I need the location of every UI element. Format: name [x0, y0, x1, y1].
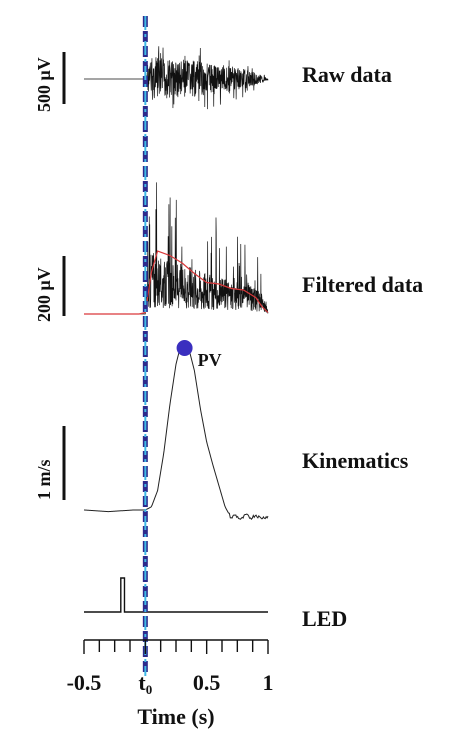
- panel-label-kinematics: Kinematics: [302, 448, 409, 473]
- kinematics-trace: [83, 347, 269, 520]
- raw-data-trace-group: [84, 46, 269, 110]
- filtered-envelope-trace: [84, 250, 269, 315]
- led-trace-group: [84, 577, 268, 613]
- kinematics-trace-group: [83, 347, 269, 520]
- filtered-data-trace-group: [84, 182, 269, 315]
- x-tick-label: 1: [263, 670, 274, 695]
- panel-label-filtered: Filtered data: [302, 272, 423, 297]
- x-tick-label: t0: [138, 670, 152, 697]
- panel-label-led: LED: [302, 606, 347, 631]
- scale-label-kinematics: 1 m/s: [34, 460, 54, 501]
- scale-label-filtered: 200 μV: [34, 267, 54, 322]
- x-axis: -0.5 t0 0.5 1: [67, 639, 274, 697]
- x-tick-label: -0.5: [67, 670, 102, 695]
- panel-label-raw: Raw data: [302, 62, 392, 87]
- peak-velocity-label: PV: [198, 350, 222, 370]
- x-tick-label-subscript: 0: [146, 682, 153, 697]
- led-trace: [84, 577, 268, 613]
- raw-data-trace: [84, 46, 269, 110]
- x-tick-label: 0.5: [193, 670, 221, 695]
- peak-velocity-marker: [176, 340, 193, 356]
- x-axis-title: Time (s): [137, 704, 214, 729]
- filtered-data-trace: [84, 182, 269, 315]
- scale-label-raw: 500 μV: [34, 57, 54, 112]
